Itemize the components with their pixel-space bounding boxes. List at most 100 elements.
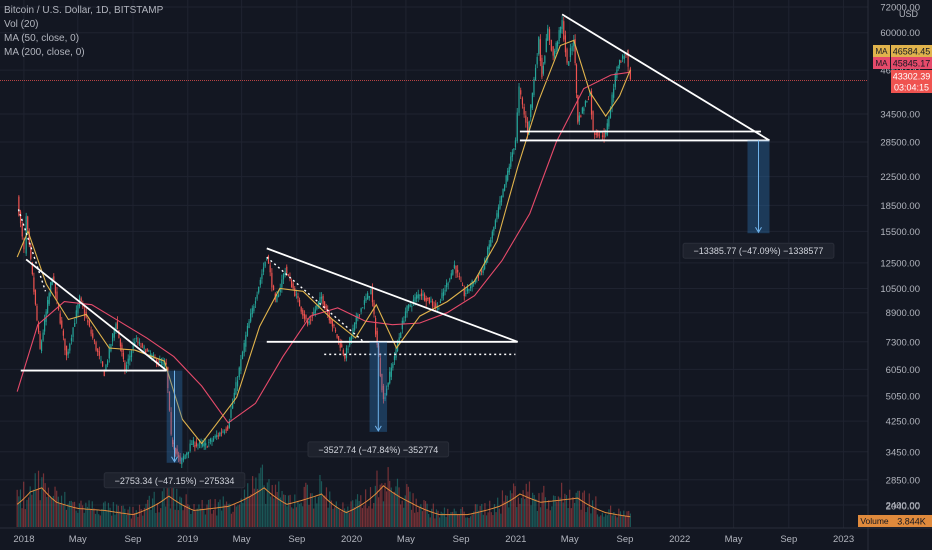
volume-bar: [477, 510, 480, 527]
candle-body: [246, 325, 249, 336]
volume-bar: [130, 518, 132, 527]
volume-bar: [51, 498, 53, 527]
volume-bar: [556, 501, 558, 527]
candle-body: [227, 426, 229, 430]
volume-bar: [415, 498, 417, 527]
volume-bar: [179, 496, 181, 527]
volume-bar: [184, 505, 186, 527]
candle-body: [387, 382, 389, 387]
volume-bar: [297, 501, 299, 527]
volume-bar: [624, 516, 627, 527]
candle-body: [477, 275, 479, 278]
candle-body: [316, 304, 318, 309]
candle-body: [563, 21, 565, 40]
volume-bar: [96, 509, 98, 527]
candle-body: [411, 306, 413, 307]
volume-bar: [270, 496, 272, 527]
volume-bar: [238, 504, 241, 527]
candle-body: [457, 269, 459, 273]
candle-body: [438, 307, 440, 309]
volume-bar: [369, 487, 372, 527]
chart-drawings[interactable]: −2753.34 (−47.15%) −275334 −3527.74 (−47.…: [17, 13, 835, 489]
volume-bar: [173, 482, 175, 527]
legend-symbol[interactable]: Bitcoin / U.S. Dollar, 1D, BITSTAMP: [4, 5, 164, 16]
measure-label: −13385.77 (−47.09%) −1338577: [694, 246, 824, 256]
price-marker-label: 03:04:15: [894, 83, 929, 93]
volume-bar: [29, 486, 31, 527]
candle-body: [205, 443, 207, 446]
candle-body: [95, 342, 97, 351]
volume-bar: [99, 515, 101, 527]
candle-body: [241, 352, 244, 360]
candle-body: [390, 367, 392, 377]
trendline: [561, 13, 770, 142]
volume-bar: [378, 497, 380, 527]
volume-bar: [435, 509, 438, 527]
candle-body: [531, 92, 533, 108]
volume-bar: [111, 515, 113, 527]
candle-body: [127, 358, 129, 364]
candle-body: [389, 371, 391, 384]
volume-bar: [613, 512, 615, 527]
candle-body: [598, 134, 600, 136]
candle-body: [230, 409, 232, 418]
volume-bar: [393, 491, 395, 527]
candle-body: [225, 428, 227, 431]
volume-bar: [528, 481, 531, 527]
volume-bar: [156, 503, 159, 527]
volume-bar: [309, 493, 312, 527]
candle-body: [371, 287, 374, 303]
volume-bar: [365, 489, 367, 527]
candle-body: [138, 341, 141, 344]
volume-bar: [596, 514, 599, 527]
volume-bar: [278, 481, 280, 527]
volume-bar: [283, 494, 285, 527]
volume-bar: [98, 514, 100, 527]
candle-body: [629, 68, 631, 80]
candle-body: [423, 294, 426, 301]
candle-body: [471, 280, 473, 288]
volume-bar: [107, 502, 110, 527]
volume-bar: [127, 509, 129, 527]
legend-volume[interactable]: Vol (20): [4, 19, 39, 30]
volume-bar: [580, 509, 582, 527]
volume-bar: [543, 485, 545, 527]
y-tick-label: 28500.00: [880, 137, 920, 148]
candle-body: [50, 282, 52, 293]
legend-ma200[interactable]: MA (200, close, 0): [4, 47, 85, 58]
volume-bar: [64, 491, 66, 527]
candle-body: [627, 50, 629, 67]
volume-bar: [343, 508, 346, 527]
candle-body: [235, 382, 237, 395]
candle-body: [165, 363, 167, 365]
volume-bar: [438, 517, 441, 527]
volume-bar: [431, 508, 433, 527]
volume-bar: [447, 508, 449, 527]
candle-body: [539, 39, 541, 61]
volume-bar: [352, 500, 354, 527]
candle-body: [33, 277, 35, 292]
volume-bar: [485, 515, 488, 527]
candle-body: [435, 303, 437, 308]
volume-bar: [160, 508, 162, 527]
candle-body: [223, 431, 226, 433]
volume-bar: [445, 516, 447, 527]
y-tick-label: 22500.00: [880, 172, 920, 183]
volume-bar: [616, 517, 618, 527]
candle-body: [149, 354, 151, 356]
y-tick-label: 2850.00: [886, 475, 920, 486]
x-tick-label: 2023: [833, 534, 854, 545]
x-tick-label: Sep: [780, 534, 797, 545]
volume-bar: [313, 508, 315, 527]
candle-body: [72, 327, 74, 337]
volume-bar: [570, 508, 572, 527]
legend-ma50[interactable]: MA (50, close, 0): [4, 33, 80, 44]
volume-bar: [332, 508, 334, 527]
volume-bar: [590, 513, 592, 527]
candle-body: [473, 283, 475, 285]
volume-bar: [544, 497, 547, 527]
candle-body: [64, 338, 66, 351]
candle-body: [220, 432, 223, 434]
volume-bar: [409, 491, 411, 527]
